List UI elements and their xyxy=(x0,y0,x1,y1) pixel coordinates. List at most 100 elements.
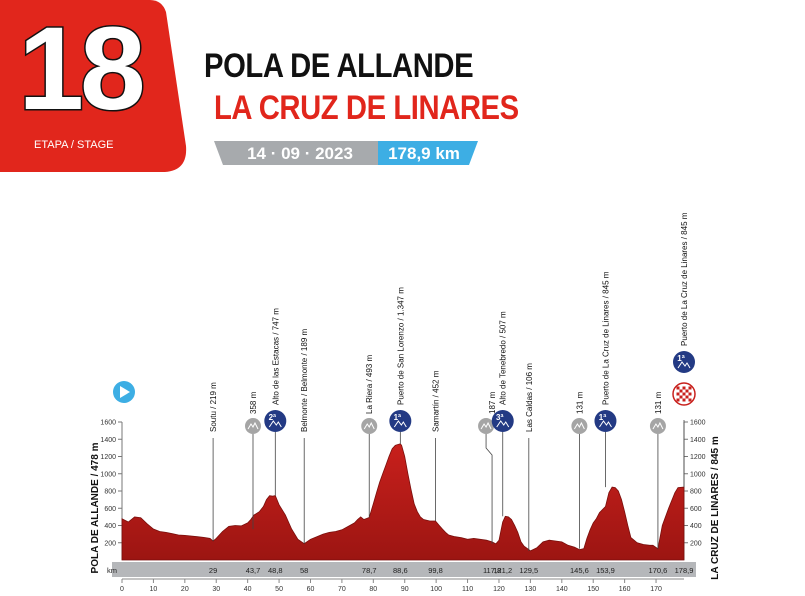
x-axis-label: km xyxy=(107,566,117,575)
y-tick-label-right: 1000 xyxy=(690,471,706,478)
x-tick-label: 140 xyxy=(556,586,568,593)
y-tick-label-right: 400 xyxy=(690,523,702,530)
x-tick-label: 70 xyxy=(338,586,346,593)
km-band xyxy=(112,562,696,577)
y-tick-label-right: 800 xyxy=(690,489,702,496)
stage-number: 18 xyxy=(17,2,147,137)
km-mark-label: 88,6 xyxy=(393,566,408,575)
x-tick-label: 50 xyxy=(275,586,283,593)
km-mark-label: 48,8 xyxy=(268,566,283,575)
point-label: Las Caldas / 106 m xyxy=(525,363,534,432)
finish-flag-square xyxy=(676,386,680,390)
y-tick-label-left: 1400 xyxy=(100,437,116,444)
mountain-glyph xyxy=(496,420,510,428)
climb-category-label: 1ª xyxy=(394,413,401,422)
point-label: 131 m xyxy=(654,391,663,414)
date-bar xyxy=(214,141,378,165)
x-tick-label: 90 xyxy=(401,586,409,593)
y-tick-label-right: 600 xyxy=(690,506,702,513)
x-tick-label: 120 xyxy=(493,586,505,593)
start-city-title: POLA DE ALLANDE xyxy=(204,47,474,85)
mountain-glyph xyxy=(247,421,259,430)
point-label: 131 m xyxy=(575,391,584,414)
y-tick-label-left: 1600 xyxy=(100,420,116,427)
point-label: Alto de Tenebredo / 507 m xyxy=(499,311,508,405)
stage-badge-shape xyxy=(0,0,187,172)
km-mark-label: 153,9 xyxy=(596,566,615,575)
elevation-profile-area xyxy=(121,443,685,561)
x-tick-label: 10 xyxy=(150,586,158,593)
km-mark-label: 43,7 xyxy=(246,566,261,575)
km-mark-label: 58 xyxy=(300,566,308,575)
km-mark-label: 78,7 xyxy=(362,566,377,575)
km-mark-label: 129,5 xyxy=(519,566,538,575)
stage-date: 14 · 09 · 2023 xyxy=(247,144,353,163)
leader-line xyxy=(485,434,493,544)
km-mark-label: 29 xyxy=(209,566,217,575)
start-play-glyph xyxy=(120,386,130,398)
x-tick-label: 20 xyxy=(181,586,189,593)
finish-flag-square xyxy=(682,386,686,390)
point-label: Puerto de San Lorenzo / 1.347 m xyxy=(396,287,405,405)
km-mark-label: 145,6 xyxy=(570,566,589,575)
x-tick-label: 80 xyxy=(369,586,377,593)
stage-badge: 18 ETAPA / STAGE xyxy=(0,0,188,172)
point-label: Soutu / 219 m xyxy=(209,382,218,432)
finish-flag-square xyxy=(682,392,686,396)
climb-category-label: 2ª xyxy=(269,413,276,422)
y-tick-label-right: 1400 xyxy=(690,437,706,444)
start-altitude-label: POLA DE ALLANDE / 478 m xyxy=(90,442,101,573)
mountain-glyph xyxy=(393,420,407,428)
x-tick-label: 30 xyxy=(212,586,220,593)
mountain-glyph xyxy=(677,361,691,369)
mountain-glyph xyxy=(268,420,282,428)
mountain-glyph xyxy=(652,421,664,430)
finish-flag-square xyxy=(679,395,683,399)
y-tick-label-left: 1200 xyxy=(100,454,116,461)
finish-flag-square xyxy=(676,398,680,402)
finish-flag-square xyxy=(685,395,689,399)
stage-caption: ETAPA / STAGE xyxy=(34,139,114,151)
climb-category-label: 1ª xyxy=(677,354,684,363)
x-tick-label: 0 xyxy=(120,586,124,593)
x-tick-label: 150 xyxy=(587,586,599,593)
km-mark-label: 178,9 xyxy=(675,566,694,575)
x-tick-label: 160 xyxy=(619,586,631,593)
mountain-glyph xyxy=(599,420,612,428)
mountain-glyph xyxy=(363,421,375,430)
point-label: 187 m xyxy=(488,391,497,414)
x-tick-label: 130 xyxy=(525,586,537,593)
point-label: Alto de las Estacas / 747 m xyxy=(271,308,280,405)
y-tick-label-left: 800 xyxy=(104,489,116,496)
y-tick-label-right: 1200 xyxy=(690,454,706,461)
point-label: 358 m xyxy=(249,391,258,414)
climb-category-label: 3ª xyxy=(496,413,503,422)
km-mark-label: 170,6 xyxy=(649,566,668,575)
y-tick-label-left: 200 xyxy=(104,540,116,547)
finish-flag-square xyxy=(688,398,692,402)
finish-city-title: LA CRUZ DE LINARES xyxy=(214,89,519,127)
mountain-glyph xyxy=(573,421,585,430)
finish-flag-square xyxy=(688,386,692,390)
finish-flag-square xyxy=(676,392,680,396)
mountain-glyph xyxy=(480,421,492,430)
point-label: Puerto de La Cruz de Linares / 845 m xyxy=(601,271,610,405)
x-tick-label: 40 xyxy=(244,586,252,593)
x-tick-label: 100 xyxy=(430,586,442,593)
x-tick-label: 60 xyxy=(307,586,315,593)
x-tick-label: 170 xyxy=(650,586,662,593)
climb-category-label: 1ª xyxy=(599,413,606,422)
y-tick-label-left: 400 xyxy=(104,523,116,530)
finish-altitude-label: LA CRUZ DE LINARES / 845 m xyxy=(710,436,721,580)
point-label: Puerto de La Cruz de Linares / 845 m xyxy=(680,212,689,346)
km-mark-label: 99,8 xyxy=(428,566,443,575)
stage-distance: 178,9 km xyxy=(388,144,460,163)
x-tick-label: 110 xyxy=(462,586,473,593)
y-tick-label-left: 1000 xyxy=(100,471,116,478)
finish-flag-square xyxy=(688,392,692,396)
y-tick-label-left: 600 xyxy=(104,506,116,513)
km-mark-label: 117,8 xyxy=(483,566,501,575)
distance-bar xyxy=(378,141,478,165)
y-tick-label-right: 1600 xyxy=(690,420,706,427)
